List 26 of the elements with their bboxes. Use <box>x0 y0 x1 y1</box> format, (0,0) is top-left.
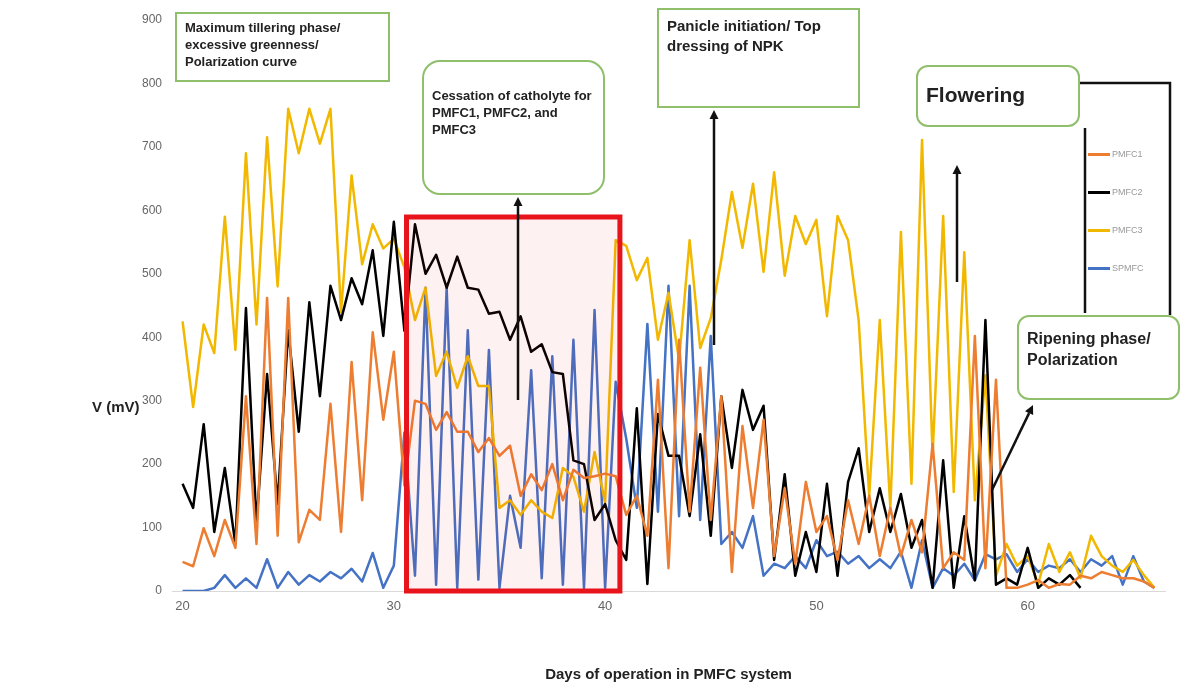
x-tick-label: 30 <box>386 598 402 614</box>
annotation: Maximum tillering phase/ excessive greenness/ Polarization curve <box>175 12 390 82</box>
y-tick-label: 100 <box>141 519 163 534</box>
annotation: Cessation of catholyte for PMFC1, PMFC2, and PMFC3 <box>422 60 605 195</box>
x-tick-label: 60 <box>1020 598 1035 614</box>
legend-label: PMFC3 <box>1112 225 1143 235</box>
y-tick-label: 900 <box>141 12 163 27</box>
y-tick-label: 500 <box>141 266 163 281</box>
x-axis-title: Days of operation in PMFC system <box>545 665 792 683</box>
y-tick-label: 700 <box>141 139 163 154</box>
annotation: Flowering <box>916 65 1080 127</box>
y-tick-label: 400 <box>141 329 163 344</box>
legend-label: SPMFC <box>1112 263 1144 273</box>
y-tick-label: 300 <box>141 392 163 407</box>
legend-label: PMFC1 <box>1112 149 1143 159</box>
y-tick-label: 200 <box>141 456 163 471</box>
y-tick-label: 600 <box>141 202 163 217</box>
x-tick-label: 50 <box>809 598 824 614</box>
y-tick-label: 0 <box>155 583 163 598</box>
annotation: Ripening phase/ Polarization <box>1017 315 1180 400</box>
y-axis-title: V (mV) <box>92 398 140 415</box>
x-tick-label: 20 <box>175 598 190 614</box>
annotation: Panicle initiation/ Top dressing of NPK <box>657 8 860 108</box>
y-tick-label: 800 <box>141 75 163 90</box>
legend-label: PMFC2 <box>1112 187 1143 197</box>
x-tick-label: 40 <box>597 598 613 614</box>
